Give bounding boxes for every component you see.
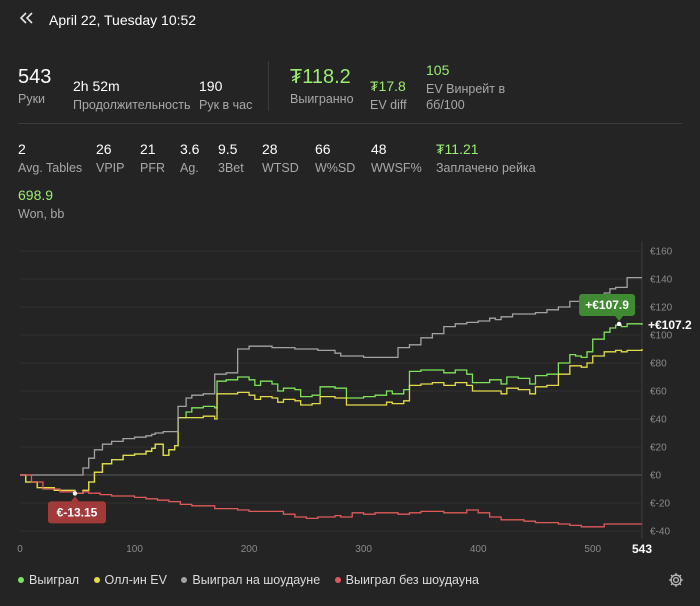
- final-value-label: +€107.2: [648, 318, 692, 332]
- min-value-badge: [47, 501, 106, 524]
- max-value-label: +€107.9: [585, 298, 629, 312]
- max-value-badge: [579, 293, 636, 316]
- y-tick-label: €0: [650, 471, 662, 482]
- stat-wsd: 66 W%SD: [315, 141, 356, 175]
- stat-won: ₮118.2 Выигранно: [290, 66, 354, 106]
- y-tick-label: €20: [650, 443, 667, 454]
- y-tick-label: €40: [650, 415, 667, 426]
- chart-legend: Выиграл Олл-ин EV Выиграл на шоудауне Вы…: [18, 573, 490, 587]
- y-tick-label: €60: [650, 387, 667, 398]
- y-tick-label: €-20: [650, 499, 670, 510]
- stat-pfr: 21 PFR: [140, 141, 165, 175]
- max-point: [616, 321, 622, 327]
- stat-aggression: 3.6 Ag.: [180, 141, 200, 175]
- stat-hands: 543 Руки: [18, 66, 52, 106]
- stat-hands-per-hour: 190 Рук в час: [199, 78, 253, 112]
- y-tick-label: €120: [650, 303, 673, 314]
- header: April 22, Tuesday 10:52: [0, 0, 700, 40]
- x-tick-label: 300: [355, 544, 372, 555]
- y-tick-label: €140: [650, 275, 673, 286]
- double-chevron-left-icon[interactable]: [17, 8, 37, 28]
- legend-item-allin-ev[interactable]: Олл-ин EV: [93, 573, 167, 587]
- min-point: [72, 491, 78, 496]
- x-tick-label: 200: [241, 544, 258, 555]
- legend-item-non-showdown[interactable]: Выиграл без шоудауна: [334, 573, 479, 587]
- x-tick-label: 0: [17, 544, 23, 555]
- stat-ev-winrate: 105 EV Винрейт в бб/100: [426, 62, 506, 112]
- series-line: [20, 349, 643, 494]
- stat-rake: ₮11.21 Заплачено рейка: [436, 141, 536, 175]
- stat-wwsf: 48 WWSF%: [371, 141, 422, 175]
- stat-avg-tables: 2 Avg. Tables: [18, 141, 83, 175]
- stat-vpip: 26 VPIP: [96, 141, 125, 175]
- stat-duration: 2h 52m Продолжительность: [73, 78, 191, 112]
- stat-won-bb: 698.9 Won, bb: [18, 187, 65, 221]
- stat-wtsd: 28 WTSD: [262, 141, 299, 175]
- x-tick-label: 500: [584, 544, 601, 555]
- series-line: [20, 323, 643, 494]
- gear-icon[interactable]: [668, 572, 684, 588]
- y-tick-label: €100: [650, 331, 673, 342]
- profit-chart[interactable]: €-40 €-20 €0 €20 €40 €60 €80 €100 €120 €140 €160 0 1…: [0, 236, 700, 566]
- legend-item-won[interactable]: Выиграл: [18, 573, 79, 587]
- stat-ev-diff: ₮17.8 EV diff: [370, 78, 407, 112]
- y-tick-label: €80: [650, 359, 667, 370]
- series-line: [20, 474, 642, 528]
- x-tick-label: 100: [126, 544, 143, 555]
- badge-pointer: [70, 496, 79, 502]
- section-divider: [18, 123, 682, 124]
- badge-pointer: [615, 315, 624, 321]
- series-line: [20, 276, 642, 476]
- min-value-label: €-13.15: [57, 505, 98, 519]
- y-tick-label: €-40: [650, 527, 670, 538]
- summary-divider: [268, 61, 269, 111]
- session-date: April 22, Tuesday 10:52: [49, 12, 197, 28]
- stat-3bet: 9.5 3Bet: [218, 141, 244, 175]
- legend-item-showdown[interactable]: Выиграл на шоудауне: [181, 573, 320, 587]
- x-max-label: 543: [632, 542, 652, 556]
- x-tick-label: 400: [470, 544, 487, 555]
- y-tick-label: €160: [650, 247, 673, 258]
